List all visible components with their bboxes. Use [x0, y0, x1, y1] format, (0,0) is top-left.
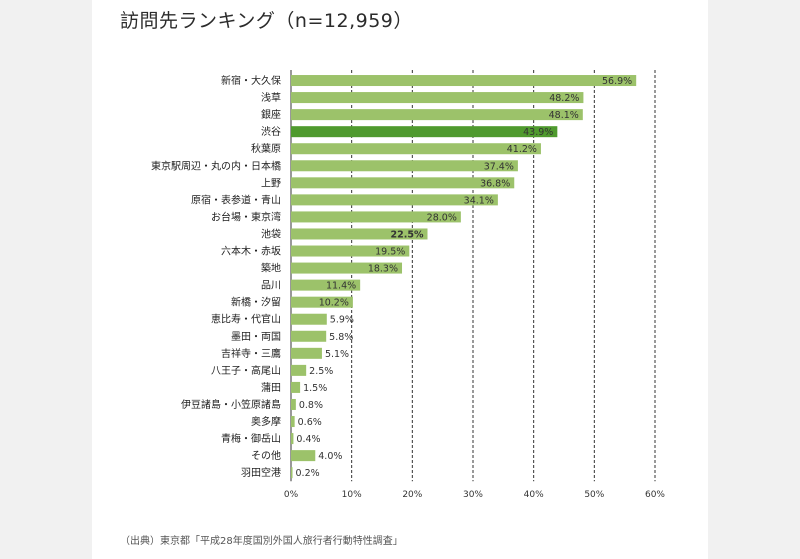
category-label: 八王子・高尾山	[211, 364, 281, 377]
value-label: 18.3%	[368, 264, 398, 275]
value-label: 5.8%	[329, 332, 353, 343]
bar	[291, 211, 461, 223]
bar	[291, 160, 518, 172]
category-label: 蒲田	[261, 381, 281, 394]
category-label: 池袋	[261, 227, 281, 240]
x-tick-label: 50%	[584, 490, 604, 500]
bar	[291, 194, 498, 206]
category-label: 品川	[261, 280, 281, 292]
value-label: 56.9%	[602, 76, 632, 87]
source-note: （出典）東京都「平成28年度国別外国人旅行者行動特性調査」	[120, 536, 403, 547]
value-label: 2.5%	[309, 366, 333, 377]
category-label: 新宿・大久保	[221, 74, 281, 87]
category-label: 上野	[261, 177, 281, 189]
value-label: 37.4%	[484, 161, 514, 172]
bar	[291, 279, 361, 291]
category-label: 墨田・両国	[231, 331, 281, 343]
bar	[291, 381, 301, 393]
value-label: 19.5%	[375, 247, 405, 258]
value-label: 0.4%	[296, 434, 320, 445]
value-label: 0.8%	[299, 400, 323, 411]
bar	[291, 433, 294, 445]
bar	[291, 75, 637, 87]
bar	[291, 347, 322, 359]
category-label: 秋葉原	[251, 142, 281, 155]
category-label: 青梅・御岳山	[221, 432, 281, 445]
category-label: その他	[251, 449, 281, 462]
bar	[291, 228, 428, 240]
value-label: 1.5%	[303, 383, 327, 394]
bar	[291, 177, 515, 189]
value-label: 34.1%	[464, 195, 494, 206]
value-label: 48.1%	[549, 110, 579, 121]
bar	[291, 262, 403, 274]
x-tick-label: 20%	[402, 490, 422, 500]
value-label: 5.9%	[330, 315, 354, 326]
category-label: 羽田空港	[241, 466, 281, 479]
value-label: 28.0%	[427, 212, 457, 223]
value-label: 0.6%	[298, 417, 322, 428]
category-label: 渋谷	[261, 125, 281, 138]
value-label: 0.2%	[296, 468, 320, 479]
value-label: 4.0%	[318, 451, 342, 462]
category-label: お台場・東京湾	[211, 210, 281, 223]
bar	[291, 313, 327, 325]
bar	[291, 245, 410, 257]
value-label: 36.8%	[480, 178, 510, 189]
category-label: 恵比寿・代官山	[211, 313, 281, 326]
chart-title: 訪問先ランキング（n=12,959）	[120, 10, 413, 32]
category-label: 東京駅周辺・丸の内・日本橋	[151, 159, 281, 172]
x-tick-label: 30%	[463, 490, 483, 500]
bar	[291, 416, 295, 428]
value-label: 48.2%	[549, 93, 579, 104]
bar	[291, 126, 558, 138]
category-label: 銀座	[261, 108, 281, 121]
value-label: 11.4%	[326, 281, 356, 292]
category-label: 六本木・赤坂	[221, 245, 281, 258]
value-label: 22.5%	[391, 229, 424, 240]
bar	[291, 364, 307, 376]
bar	[291, 398, 296, 410]
bar	[291, 330, 327, 342]
value-label: 10.2%	[319, 298, 349, 309]
x-tick-label: 60%	[645, 490, 665, 500]
x-tick-label: 40%	[524, 490, 544, 500]
bar	[291, 92, 584, 104]
bar	[291, 296, 353, 308]
bar	[291, 109, 583, 121]
category-label: 奥多摩	[251, 415, 281, 428]
category-label: 原宿・表参道・青山	[191, 193, 281, 206]
bar	[291, 467, 293, 479]
value-label: 43.9%	[523, 127, 553, 138]
category-label: 浅草	[261, 91, 281, 104]
bar	[291, 450, 316, 462]
category-label: 吉祥寺・三鷹	[221, 347, 281, 360]
category-label: 伊豆諸島・小笠原諸島	[181, 398, 281, 411]
value-label: 5.1%	[325, 349, 349, 360]
bar	[291, 143, 541, 155]
x-tick-label: 0%	[284, 490, 299, 500]
value-label: 41.2%	[507, 144, 537, 155]
category-label: 新橋・汐留	[231, 296, 281, 309]
category-label: 築地	[261, 262, 281, 275]
x-tick-label: 10%	[342, 490, 362, 500]
